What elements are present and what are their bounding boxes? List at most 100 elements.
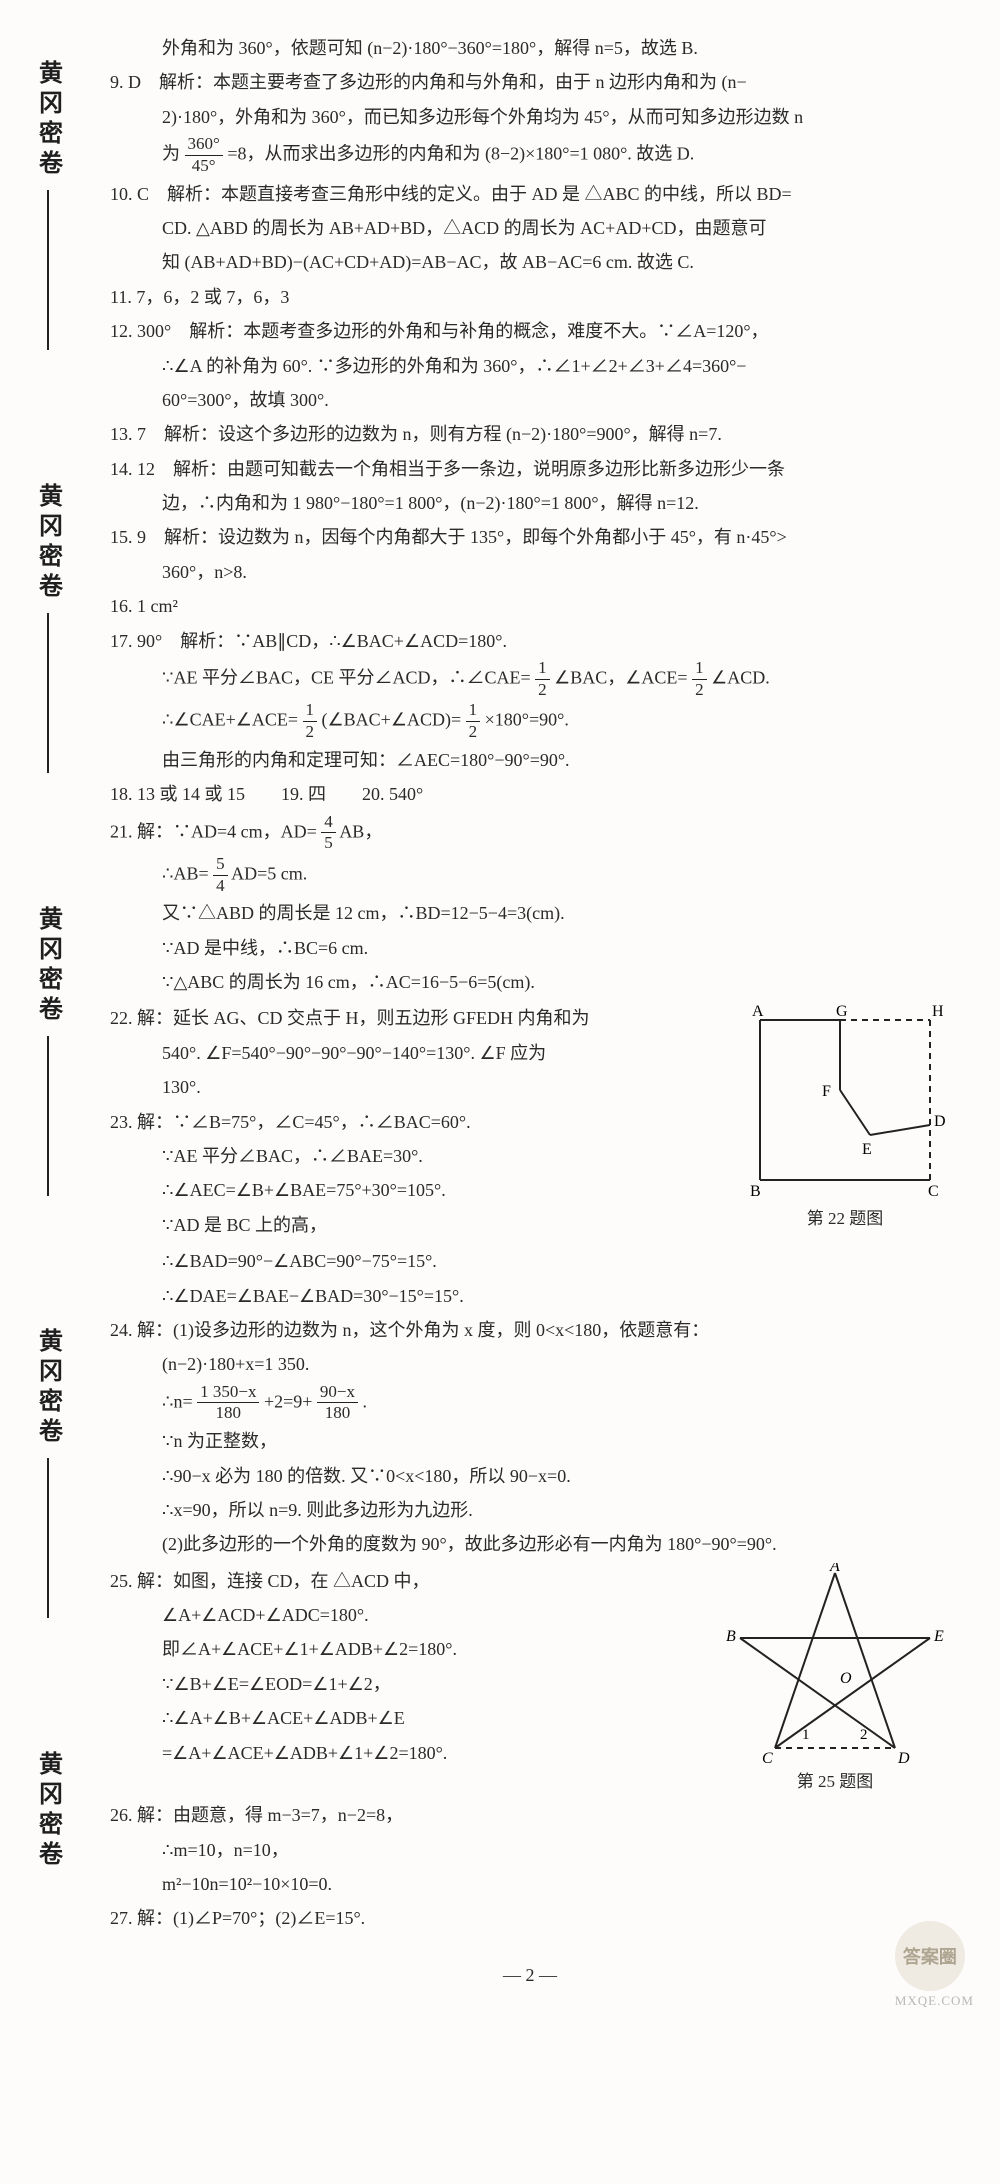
text-line: 11. 7，6，2 或 7，6，3 xyxy=(110,281,950,313)
figure-row-25: 25. 解：如图，连接 CD，在 △ACD 中， ∠A+∠ACD+∠ADC=18… xyxy=(110,1563,950,1798)
text-line: 14. 12 解析：由题可知截去一个角相当于多一条边，说明原多边形比新多边形少一… xyxy=(110,453,950,485)
text-line: 17. 90° 解析：∵AB∥CD，∴∠BAC+∠ACD=180°. xyxy=(110,625,950,657)
text: ×180°=90°. xyxy=(485,710,569,730)
frac-num: 1 xyxy=(303,701,318,722)
spine-line xyxy=(47,1036,49,1196)
text-line: 由三角形的内角和定理可知：∠AEC=180°−90°=90°. xyxy=(110,744,950,776)
text-line: ∴AB= 5 4 AD=5 cm. xyxy=(110,855,950,895)
text: ∠BAC，∠ACE= xyxy=(554,667,687,687)
figure-22-caption: 第 22 题图 xyxy=(740,1204,950,1235)
figure-text: 22. 解：延长 AG、CD 交点于 H，则五边形 GFEDH 内角和为 540… xyxy=(110,1000,720,1243)
text-line: m²−10n=10²−10×10=0. xyxy=(110,1868,950,1900)
fig-label: D xyxy=(897,1750,910,1763)
text: 为 xyxy=(162,143,185,163)
text-line: ∴x=90，所以 n=9. 则此多边形为九边形. xyxy=(110,1494,950,1526)
text: ∴∠CAE+∠ACE= xyxy=(162,710,298,730)
frac-num: 4 xyxy=(321,813,336,834)
spine-block-1: 黄冈密卷 xyxy=(31,60,66,350)
text-line: 21. 解：∵AD=4 cm，AD= 4 5 AB， xyxy=(110,813,950,853)
text-line: 24. 解：(1)设多边形的边数为 n，这个外角为 x 度，则 0<x<180，… xyxy=(110,1314,950,1346)
spine-block-3: 黄冈密卷 xyxy=(31,906,66,1196)
text-line: ∴∠DAE=∠BAE−∠BAD=30°−15°=15°. xyxy=(110,1280,950,1312)
text-line: ∵AE 平分∠BAC，CE 平分∠ACD，∴∠CAE= 1 2 ∠BAC，∠AC… xyxy=(110,659,950,699)
figure-text: 25. 解：如图，连接 CD，在 △ACD 中， ∠A+∠ACD+∠ADC=18… xyxy=(110,1563,700,1771)
figure-row-22: 22. 解：延长 AG、CD 交点于 H，则五边形 GFEDH 内角和为 540… xyxy=(110,1000,950,1243)
text-line: 即∠A+∠ACE+∠1+∠ADB+∠2=180°. xyxy=(110,1633,700,1665)
fig-label: E xyxy=(862,1141,872,1158)
text-line: (2)此多边形的一个外角的度数为 90°，故此多边形必有一内角为 180°−90… xyxy=(110,1528,950,1560)
text: ∠ACD. xyxy=(711,667,770,687)
text-line: 360°，n>8. xyxy=(110,556,950,588)
fraction: 1 350−x 180 xyxy=(197,1383,259,1423)
frac-num: 1 xyxy=(466,701,481,722)
text: ∵AE 平分∠BAC，CE 平分∠ACD，∴∠CAE= xyxy=(162,667,531,687)
text-line: 12. 300° 解析：本题考查多边形的外角和与补角的概念，难度不大。∵∠A=1… xyxy=(110,315,950,347)
content: 外角和为 360°，依题可知 (n−2)·180°−360°=180°，解得 n… xyxy=(110,32,950,1991)
text-line: ∴∠AEC=∠B+∠BAE=75°+30°=105°. xyxy=(110,1174,720,1206)
text-line: =∠A+∠ACE+∠ADB+∠1+∠2=180°. xyxy=(110,1737,700,1769)
text-line: 22. 解：延长 AG、CD 交点于 H，则五边形 GFEDH 内角和为 xyxy=(110,1002,720,1034)
text-line: ∵AD 是中线，∴BC=6 cm. xyxy=(110,932,950,964)
frac-den: 2 xyxy=(535,680,550,700)
text-line: 又∵△ABD 的周长是 12 cm，∴BD=12−5−4=3(cm). xyxy=(110,897,950,929)
text-line: 60°=300°，故填 300°. xyxy=(110,384,950,416)
text-line: 边，∴内角和为 1 980°−180°=1 800°，(n−2)·180°=1 … xyxy=(110,487,950,519)
spine: 黄冈密卷 黄冈密卷 黄冈密卷 黄冈密卷 黄冈密卷 xyxy=(18,0,78,2031)
fraction: 4 5 xyxy=(321,813,336,853)
page-number: — 2 — xyxy=(110,1959,950,1991)
fig-label: E xyxy=(933,1628,944,1645)
fraction: 1 2 xyxy=(535,659,550,699)
frac-den: 2 xyxy=(303,722,318,742)
figure-22-svg: A G H F D E B C xyxy=(740,1000,950,1200)
text: ∴n= xyxy=(162,1391,193,1411)
text-line: ∴m=10，n=10， xyxy=(110,1834,950,1866)
text: . xyxy=(363,1391,368,1411)
spine-line xyxy=(47,190,49,350)
fig-label: B xyxy=(750,1183,761,1200)
text: AD=5 cm. xyxy=(231,863,307,883)
frac-den: 180 xyxy=(197,1403,259,1423)
text: +2=9+ xyxy=(264,1391,312,1411)
text-line: 26. 解：由题意，得 m−3=7，n−2=8， xyxy=(110,1799,950,1831)
text: AB， xyxy=(339,821,382,841)
fraction: 90−x 180 xyxy=(317,1383,358,1423)
text: ∴AB= xyxy=(162,863,209,883)
text-line: ∴∠A 的补角为 60°. ∵多边形的外角和为 360°，∴∠1+∠2+∠3+∠… xyxy=(110,350,950,382)
text-line: 2)·180°，外角和为 360°，而已知多边形每个外角均为 45°，从而可知多… xyxy=(110,101,950,133)
fraction: 360° 45° xyxy=(185,135,223,175)
watermark-circle: 答案圈 xyxy=(895,1921,965,1991)
spine-label: 黄冈密卷 xyxy=(31,60,66,180)
text: 21. 解：∵AD=4 cm，AD= xyxy=(110,821,317,841)
text-line: 知 (AB+AD+BD)−(AC+CD+AD)=AB−AC，故 AB−AC=6 … xyxy=(110,246,950,278)
text-line: ∠A+∠ACD+∠ADC=180°. xyxy=(110,1599,700,1631)
text-line: ∴90−x 必为 180 的倍数. 又∵0<x<180，所以 90−x=0. xyxy=(110,1460,950,1492)
text-line: 540°. ∠F=540°−90°−90°−90°−140°=130°. ∠F … xyxy=(110,1037,720,1069)
spine-block-4: 黄冈密卷 xyxy=(31,1328,66,1618)
fig-label: C xyxy=(928,1183,939,1200)
fig-label: D xyxy=(934,1113,946,1130)
spine-line xyxy=(47,1458,49,1618)
text-line: ∴∠CAE+∠ACE= 1 2 (∠BAC+∠ACD)= 1 2 ×180°=9… xyxy=(110,701,950,741)
text-line: ∵n 为正整数， xyxy=(110,1425,950,1457)
frac-den: 5 xyxy=(321,833,336,853)
spine-block-2: 黄冈密卷 xyxy=(31,483,66,773)
text-line: 9. D 解析：本题主要考查了多边形的内角和与外角和，由于 n 边形内角和为 (… xyxy=(110,66,950,98)
text-line: ∴∠BAD=90°−∠ABC=90°−75°=15°. xyxy=(110,1245,950,1277)
text-line: ∵AD 是 BC 上的高， xyxy=(110,1209,720,1241)
text-line: ∵△ABC 的周长为 16 cm，∴AC=16−5−6=5(cm). xyxy=(110,966,950,998)
fig-label: O xyxy=(840,1670,852,1687)
frac-den: 180 xyxy=(317,1403,358,1423)
fig-label: H xyxy=(932,1003,944,1020)
fig-label: A xyxy=(752,1003,764,1020)
text-line: 为 360° 45° =8，从而求出多边形的内角和为 (8−2)×180°=1 … xyxy=(110,135,950,175)
figure-22: A G H F D E B C 第 22 题图 xyxy=(740,1000,950,1235)
text: (∠BAC+∠ACD)= xyxy=(322,710,462,730)
fig-label: C xyxy=(762,1750,773,1763)
fraction: 1 2 xyxy=(692,659,707,699)
fig-label: F xyxy=(822,1083,831,1100)
figure-25: A B E O C D 1 2 第 25 题图 xyxy=(720,1563,950,1798)
text-line: ∴∠A+∠B+∠ACE+∠ADB+∠E xyxy=(110,1702,700,1734)
fig-label: B xyxy=(726,1628,736,1645)
spine-label: 黄冈密卷 xyxy=(31,1751,66,1871)
text-line: ∴n= 1 350−x 180 +2=9+ 90−x 180 . xyxy=(110,1383,950,1423)
